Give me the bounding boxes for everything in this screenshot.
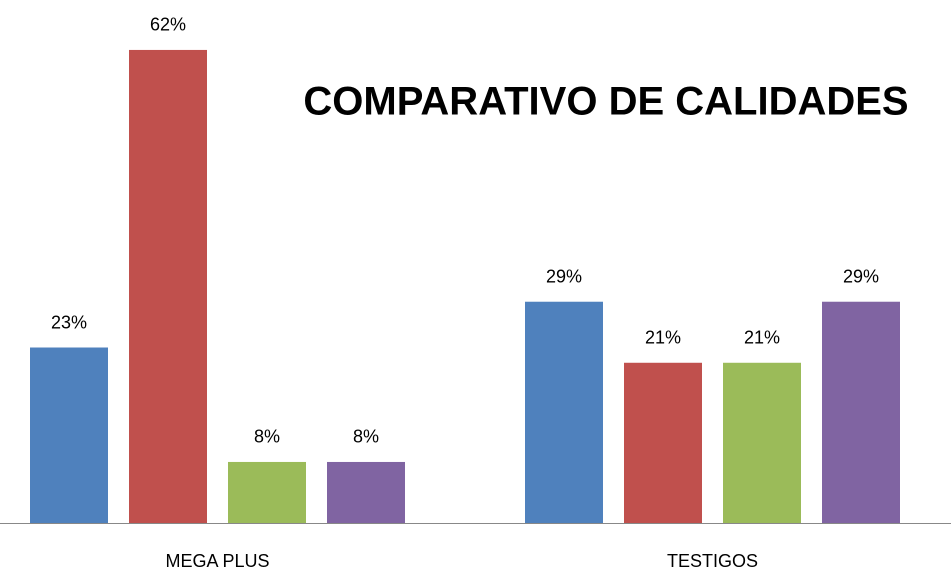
bar: [822, 301, 900, 523]
bar: [327, 461, 405, 523]
value-label: 8%: [254, 427, 280, 447]
value-label: 8%: [353, 427, 379, 447]
value-label: 21%: [645, 328, 681, 348]
bar: [30, 347, 108, 523]
bar: [129, 49, 207, 523]
x-tick-label: MEGA PLUS: [165, 551, 269, 571]
bar: [525, 301, 603, 523]
value-label: 23%: [51, 312, 87, 332]
bar: [723, 362, 801, 523]
value-label: 21%: [744, 328, 780, 348]
value-label: 29%: [546, 266, 582, 286]
chart-title: COMPARATIVO DE CALIDADES: [303, 80, 908, 124]
value-label: 29%: [843, 266, 879, 286]
value-label: 62%: [150, 15, 186, 35]
bar: [624, 362, 702, 523]
bar: [228, 461, 306, 523]
x-tick-label: TESTIGOS: [667, 551, 758, 571]
